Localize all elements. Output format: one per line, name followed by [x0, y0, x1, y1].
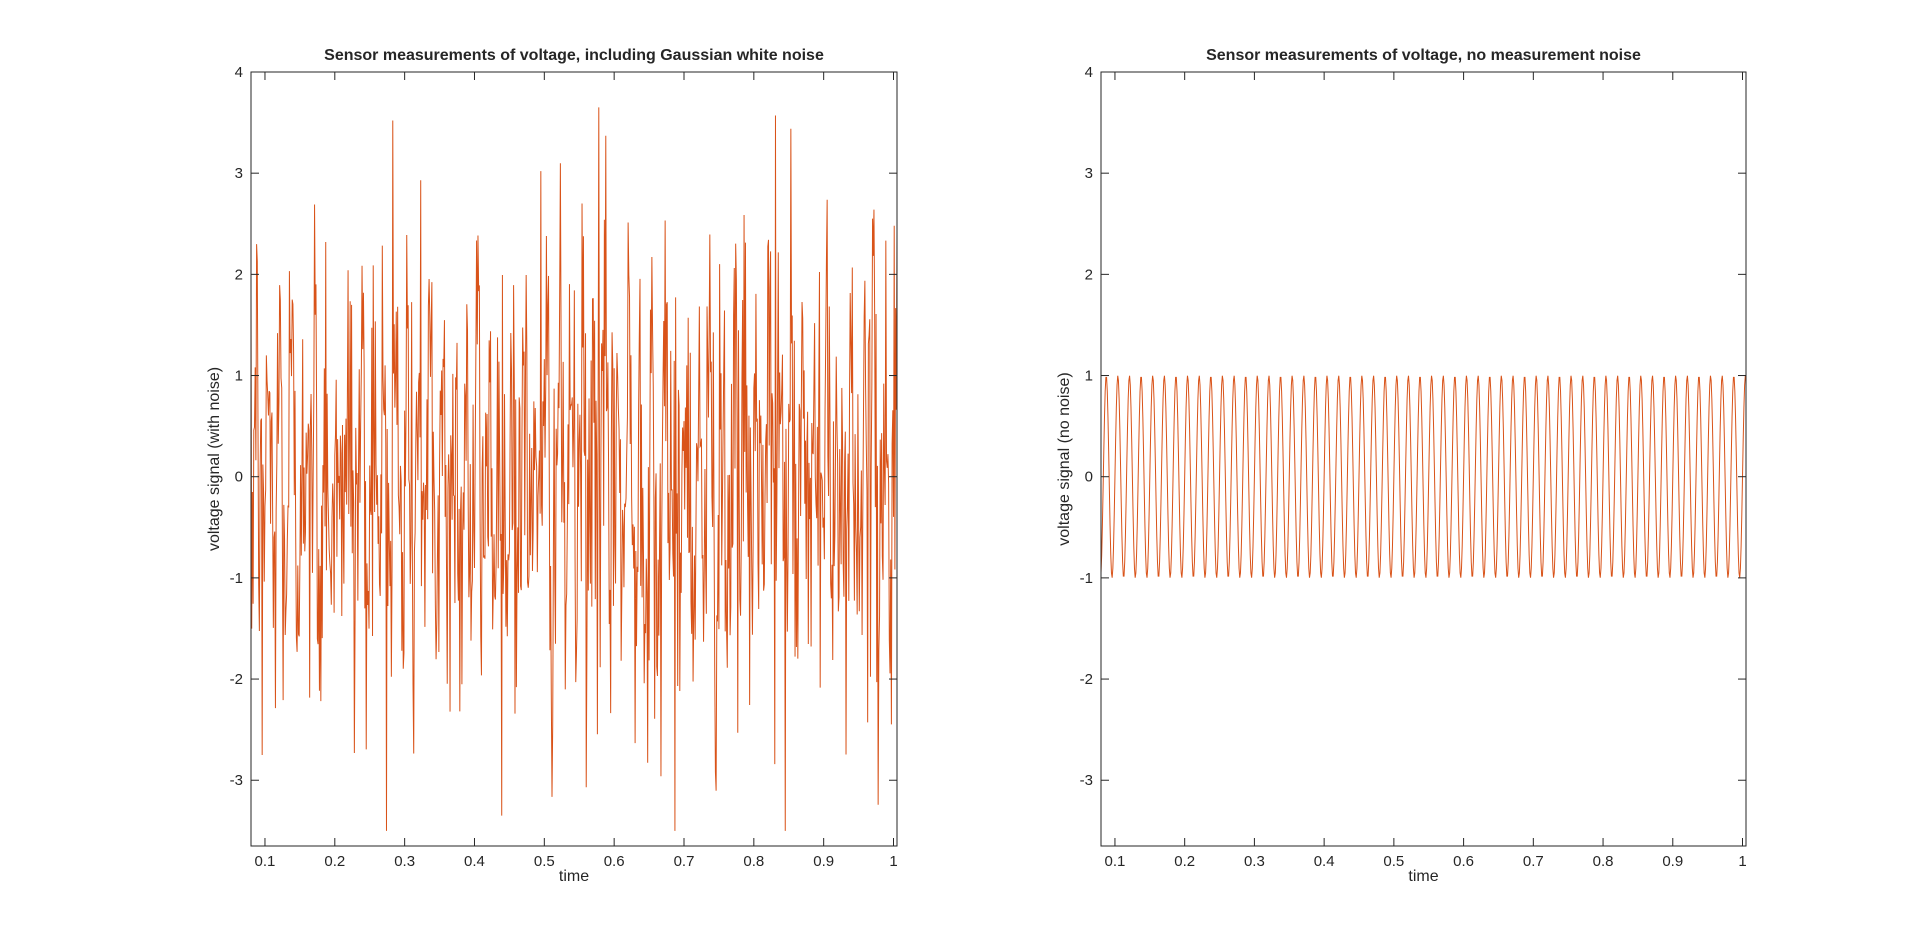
axes-box: [1100, 71, 1747, 847]
y-tick-label: 2: [235, 266, 243, 283]
x-tick-label: 0.4: [464, 853, 485, 870]
x-tick-label: 1: [889, 853, 897, 870]
y-axis-label: voltage signal (with noise): [206, 367, 223, 551]
axes-box: [250, 71, 898, 847]
x-tick-label: 0.6: [1453, 853, 1474, 870]
x-tick-label: 0.3: [394, 853, 415, 870]
x-axis-label: time: [559, 868, 589, 885]
y-tick-label: -1: [230, 570, 243, 587]
y-tick-label: -2: [230, 671, 243, 688]
x-tick-label: 0.9: [1662, 853, 1683, 870]
axes-noisy: Sensor measurements of voltage, includin…: [206, 47, 898, 885]
chart-title: Sensor measurements of voltage, no measu…: [1206, 47, 1641, 64]
y-tick-label: 3: [235, 165, 243, 182]
x-tick-label: 0.1: [1105, 853, 1126, 870]
series-line: [1101, 375, 1746, 578]
y-tick-label: 2: [1085, 266, 1093, 283]
x-tick-label: 0.8: [1593, 853, 1614, 870]
axes-clean: Sensor measurements of voltage, no measu…: [1056, 47, 1747, 885]
x-tick-label: 0.5: [1383, 853, 1404, 870]
x-axis-label: time: [1408, 868, 1438, 885]
y-tick-label: -2: [1080, 671, 1093, 688]
x-tick-label: 0.2: [324, 853, 345, 870]
y-tick-label: 3: [1085, 165, 1093, 182]
x-tick-label: 0.1: [255, 853, 276, 870]
series-line: [251, 107, 897, 831]
x-tick-label: 0.4: [1314, 853, 1335, 870]
x-tick-label: 0.6: [604, 853, 625, 870]
x-tick-label: 0.5: [534, 853, 555, 870]
y-tick-label: 4: [235, 64, 243, 81]
y-tick-label: -3: [230, 772, 243, 789]
y-tick-label: 1: [235, 368, 243, 385]
x-tick-label: 0.8: [743, 853, 764, 870]
y-axis-label: voltage signal (no noise): [1056, 372, 1073, 545]
x-tick-label: 0.9: [813, 853, 834, 870]
y-tick-label: 1: [1085, 368, 1093, 385]
y-tick-label: 0: [1085, 469, 1093, 486]
x-tick-label: 0.2: [1174, 853, 1195, 870]
x-tick-label: 0.7: [1523, 853, 1544, 870]
x-tick-label: 0.7: [674, 853, 695, 870]
chart-title: Sensor measurements of voltage, includin…: [324, 47, 824, 64]
x-tick-label: 1: [1738, 853, 1746, 870]
y-tick-label: -1: [1080, 570, 1093, 587]
y-tick-label: -3: [1080, 772, 1093, 789]
y-tick-label: 0: [235, 469, 243, 486]
x-tick-label: 0.3: [1244, 853, 1265, 870]
y-tick-label: 4: [1085, 64, 1093, 81]
